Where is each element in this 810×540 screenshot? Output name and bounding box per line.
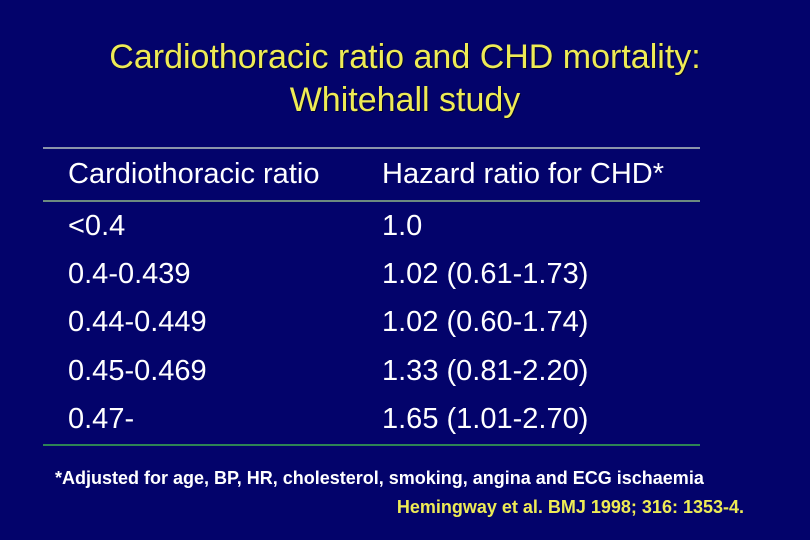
- table-cell-hazard: 1.02 (0.60-1.74): [382, 306, 589, 339]
- table-row: 0.4-0.439 1.02 (0.61-1.73): [68, 250, 708, 298]
- citation-reference: Hemingway et al. BMJ 1998; 316: 1353-4.: [396, 497, 744, 517]
- table-row: 0.44-0.449 1.02 (0.60-1.74): [68, 299, 708, 347]
- table-row: 0.45-0.469 1.33 (0.81-2.20): [68, 347, 708, 395]
- table-header-hazard-ratio: Hazard ratio for CHD*: [382, 158, 665, 190]
- table-row: <0.4 1.0: [68, 202, 708, 250]
- table-header-cardiothoracic-ratio: Cardiothoracic ratio: [68, 158, 320, 190]
- table-header-row: Cardiothoracic ratio Hazard ratio for CH…: [68, 149, 708, 200]
- table-rule-bottom: [43, 444, 700, 446]
- table-row: 0.47- 1.65 (1.01-2.70): [68, 396, 708, 444]
- table-rule-top: [43, 147, 700, 149]
- table-cell-ratio: 0.44-0.449: [68, 306, 207, 339]
- table-rule-below-header: [43, 200, 700, 202]
- footnote-adjustments: *Adjusted for age, BP, HR, cholesterol, …: [55, 468, 704, 488]
- table-cell-ratio: 0.45-0.469: [68, 354, 207, 387]
- table-cell-hazard: 1.0: [382, 209, 423, 242]
- slide-title: Cardiothoracic ratio and CHD mortality: …: [0, 36, 810, 122]
- table-cell-hazard: 1.65 (1.01-2.70): [382, 403, 589, 436]
- table-cell-hazard: 1.02 (0.61-1.73): [382, 258, 589, 291]
- table-cell-ratio: <0.4: [68, 209, 126, 242]
- table-body: <0.4 1.0 0.4-0.439 1.02 (0.61-1.73) 0.44…: [68, 202, 708, 444]
- slide-title-line1: Cardiothoracic ratio and CHD mortality:: [109, 38, 701, 76]
- table-cell-hazard: 1.33 (0.81-2.20): [382, 354, 589, 387]
- table-cell-ratio: 0.47-: [68, 403, 135, 436]
- slide-title-line2: Whitehall study: [289, 81, 521, 119]
- table-cell-ratio: 0.4-0.439: [68, 258, 191, 291]
